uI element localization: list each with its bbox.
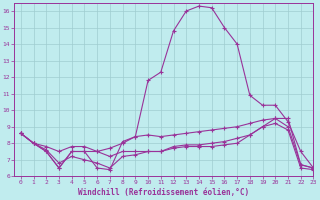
X-axis label: Windchill (Refroidissement éolien,°C): Windchill (Refroidissement éolien,°C) <box>78 188 250 197</box>
